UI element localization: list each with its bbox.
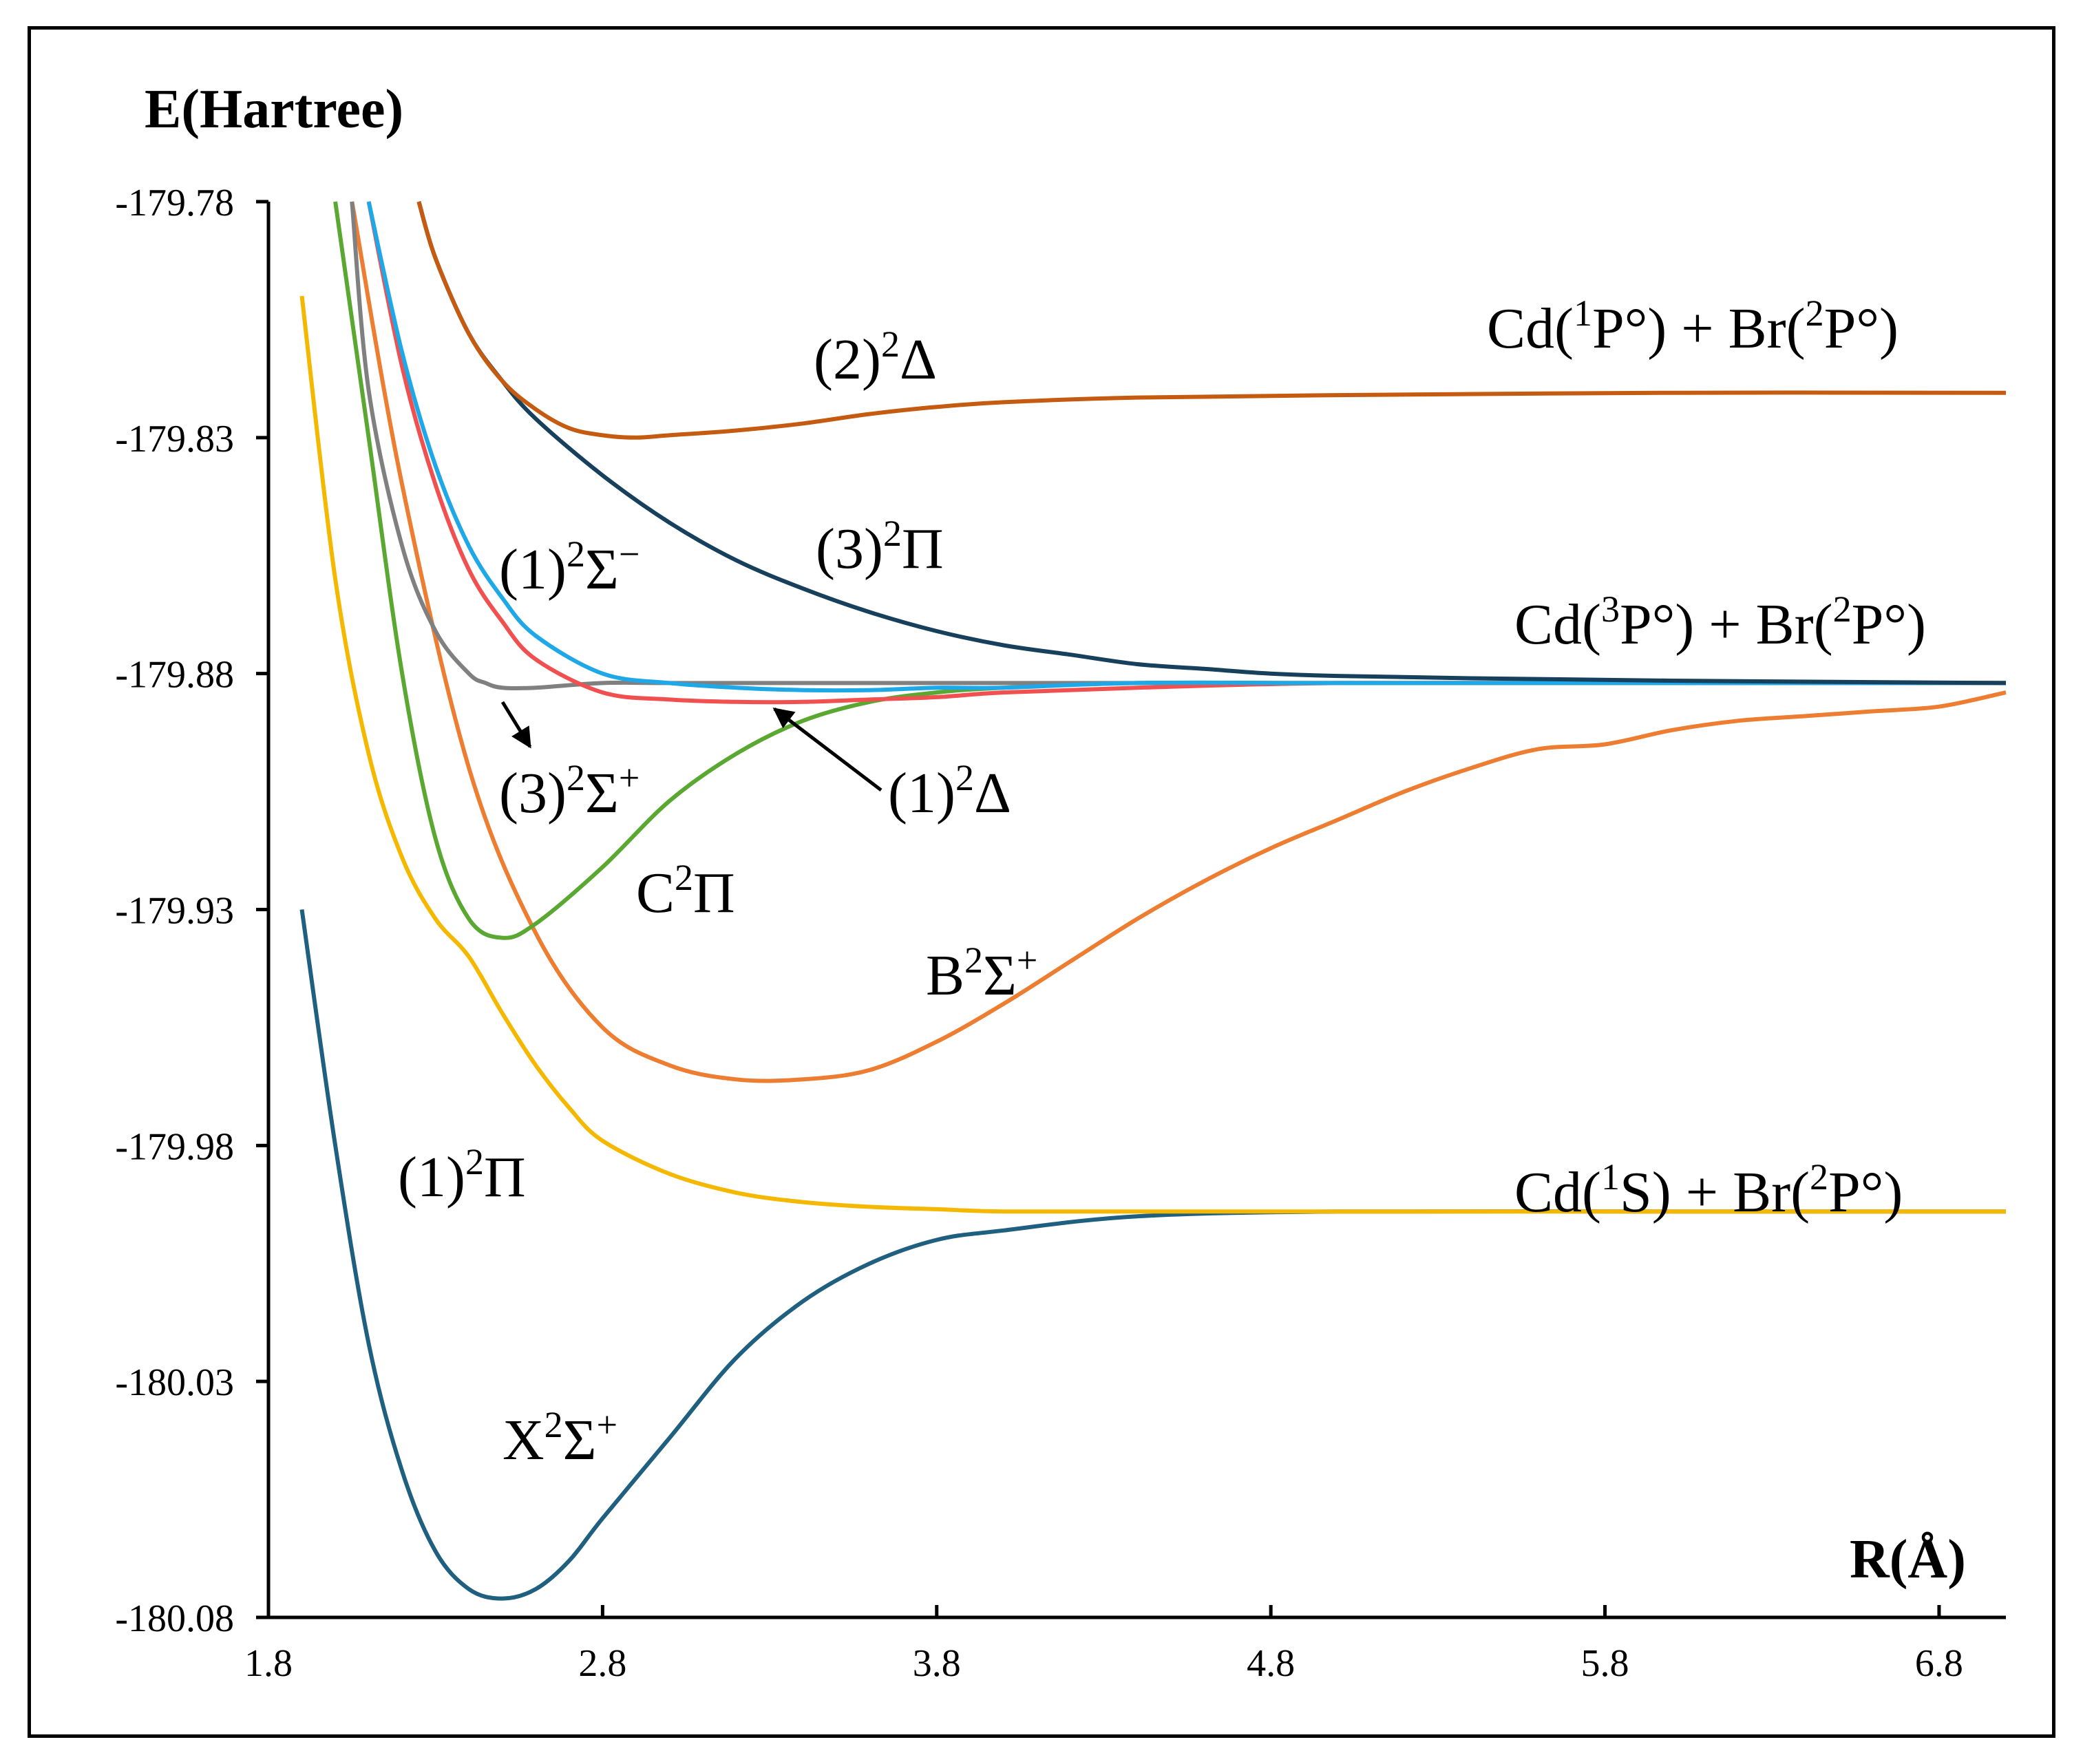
x-tick-label: 4.8 (1247, 1642, 1295, 1685)
arrow-delta1 (772, 708, 882, 791)
x-tick-label: 2.8 (578, 1642, 626, 1685)
series-line-delta2 (416, 201, 2007, 440)
arrow-sigma3p (500, 701, 532, 749)
series-line-pi1 (299, 295, 2006, 1214)
x-tick-label: 5.8 (1581, 1642, 1629, 1685)
label-sigma3p: (3)2Σ+ (499, 757, 639, 825)
chart-frame (28, 26, 2055, 1738)
label-sigma1m: (1)2Σ− (499, 533, 639, 602)
y-tick-label: -179.93 (115, 890, 234, 933)
series-line-pi3 (416, 201, 2007, 686)
label-c2pi: C2Π (636, 857, 735, 925)
series-line-sigma1m (366, 201, 2006, 693)
x-tick-label: 1.8 (244, 1642, 293, 1685)
label-delta1: (1)2Δ (888, 757, 1011, 825)
label-pi1: (1)2Π (398, 1141, 526, 1209)
label-delta2: (2)2Δ (814, 323, 937, 392)
series-layer (299, 201, 2007, 1601)
y-tick-label: -180.08 (115, 1597, 234, 1640)
y-tick-label: -179.78 (115, 182, 234, 224)
y-tick-label: -179.88 (115, 654, 234, 697)
label-x2sigma: X2Σ+ (503, 1404, 617, 1472)
label-pi3: (3)2Π (816, 513, 944, 581)
label-b2sigma: B2Σ+ (926, 939, 1037, 1008)
x-axis-title: R(Å) (1850, 1529, 1966, 1590)
x-tick-label: 3.8 (913, 1642, 961, 1685)
asymptote-cd3p: Cd(3P°) + Br(2P°) (1514, 588, 1926, 657)
asymptote-cd1p: Cd(1P°) + Br(2P°) (1487, 293, 1899, 361)
tick-layer: -179.78 -179.83 -179.88 -179.93 -179.98 -180.… (115, 182, 1963, 1685)
asymptote-cd1s: Cd(1S) + Br(2P°) (1514, 1156, 1903, 1224)
series-line-b2sigma (350, 201, 2007, 1083)
x-tick-label: 6.8 (1915, 1642, 1963, 1685)
y-tick-label: -179.83 (115, 418, 234, 460)
y-tick-label: -179.98 (115, 1125, 234, 1168)
y-axis-title: E(Hartree) (145, 79, 403, 140)
y-tick-label: -180.03 (115, 1361, 234, 1404)
series-line-x2sigma (299, 909, 2006, 1601)
